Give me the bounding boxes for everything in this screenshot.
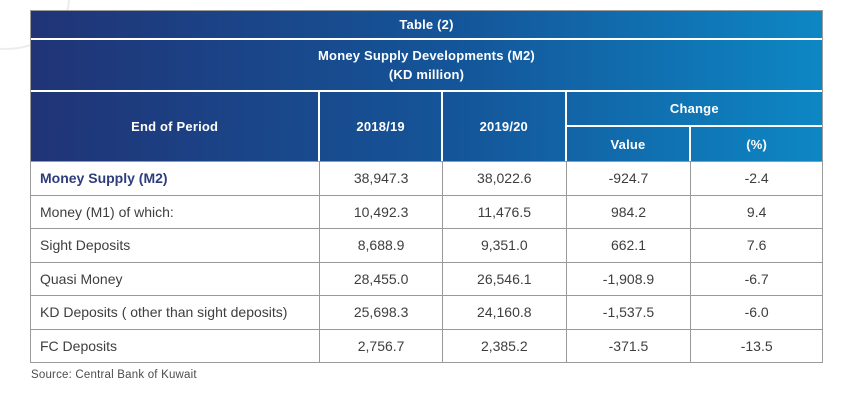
cell-change-value: 984.2 — [566, 194, 692, 228]
row-label: FC Deposits — [31, 328, 321, 362]
cell-change-value: -924.7 — [566, 161, 692, 195]
cell-2018-19: 38,947.3 — [320, 161, 443, 195]
cell-2019-20: 26,546.1 — [442, 261, 567, 295]
money-supply-table: Table (2) Money Supply Developments (M2)… — [30, 10, 823, 363]
cell-2019-20: 11,476.5 — [442, 194, 567, 228]
row-label: Money (M1) of which: — [31, 194, 321, 228]
cell-2018-19: 28,455.0 — [320, 261, 443, 295]
source-note: Source: Central Bank of Kuwait — [31, 369, 197, 381]
row-label: Sight Deposits — [31, 228, 321, 262]
cell-change-percent: -6.7 — [691, 261, 822, 295]
cell-change-percent: -13.5 — [691, 328, 822, 362]
cell-2018-19: 25,698.3 — [320, 295, 443, 329]
cell-change-percent: -6.0 — [691, 295, 822, 329]
cell-2019-20: 24,160.8 — [442, 295, 567, 329]
column-header-2018-19: 2018/19 — [320, 92, 443, 161]
cell-change-percent: 7.6 — [691, 228, 822, 262]
row-label: KD Deposits ( other than sight deposits) — [31, 295, 321, 329]
cell-change-value: 662.1 — [566, 228, 692, 262]
cell-change-percent: 9.4 — [691, 194, 822, 228]
table-title-bar: Money Supply Developments (M2) (KD milli… — [31, 40, 822, 92]
table-title: Money Supply Developments (M2) — [318, 47, 535, 63]
cell-2018-19: 10,492.3 — [320, 194, 443, 228]
column-header-end-of-period: End of Period — [31, 92, 321, 161]
table-number-bar: Table (2) — [31, 11, 822, 40]
row-label: Money Supply (M2) — [31, 161, 321, 195]
table-unit: (KD million) — [388, 67, 465, 82]
cell-2019-20: 2,385.2 — [442, 328, 567, 362]
cell-change-value: -1,908.9 — [566, 261, 692, 295]
column-header-change: Change — [566, 92, 822, 127]
cell-2018-19: 2,756.7 — [320, 328, 443, 362]
column-header-change-value: Value — [567, 127, 692, 161]
column-header-2019-20: 2019/20 — [443, 92, 567, 161]
cell-2018-19: 8,688.9 — [320, 228, 443, 262]
column-header-change-percent: (%) — [746, 136, 768, 152]
row-label: Quasi Money — [31, 261, 321, 295]
cell-change-percent: -2.4 — [691, 161, 822, 195]
cell-2019-20: 9,351.0 — [442, 228, 567, 262]
cell-2019-20: 38,022.6 — [442, 161, 567, 195]
cell-change-value: -1,537.5 — [566, 295, 692, 329]
cell-change-value: -371.5 — [566, 328, 692, 362]
